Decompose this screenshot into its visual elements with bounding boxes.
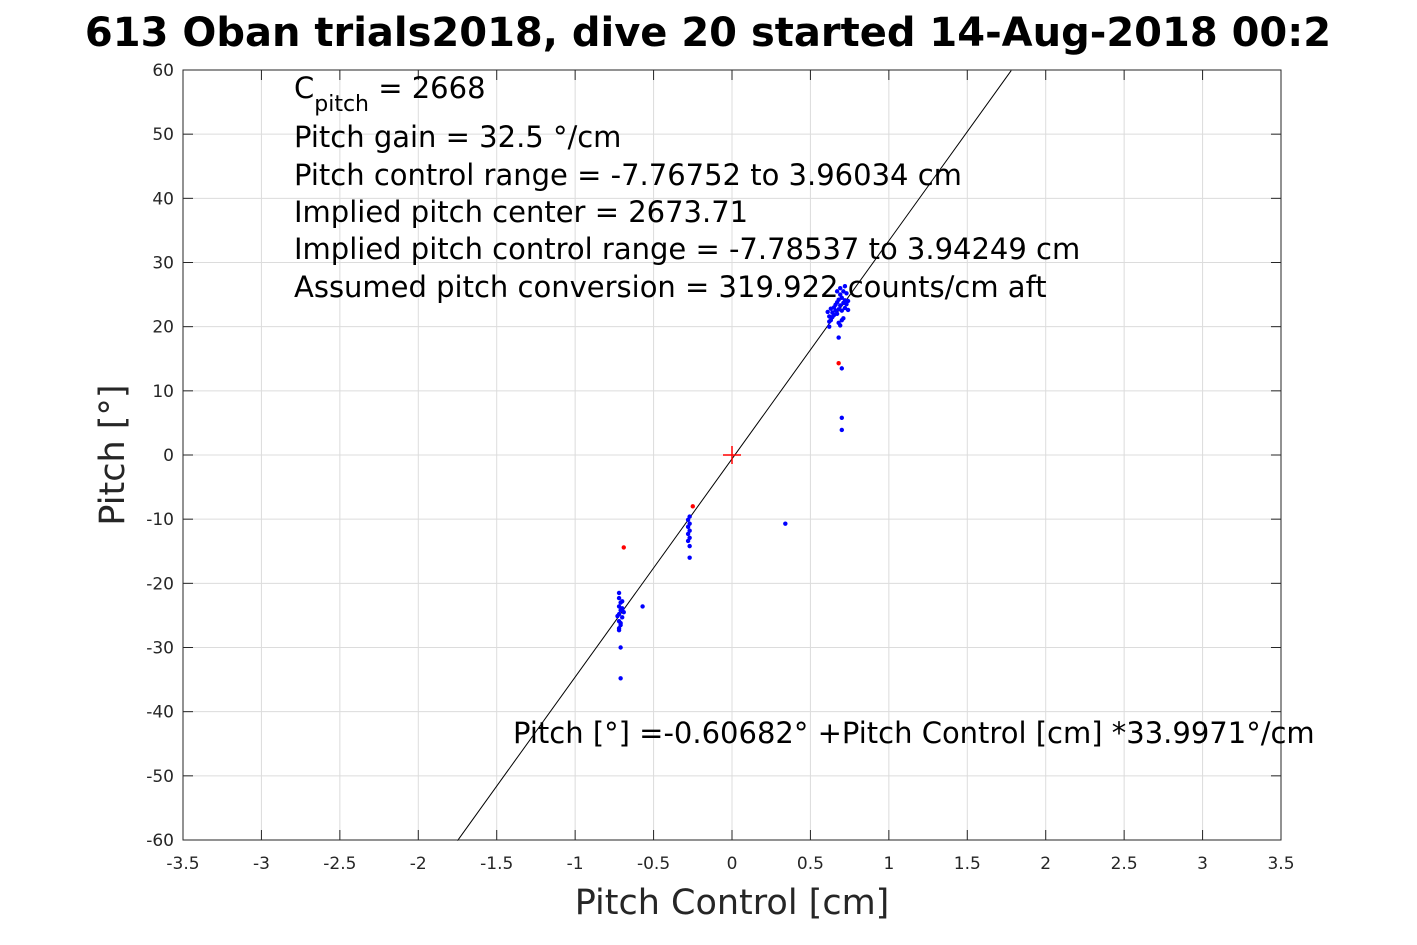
data-point	[827, 324, 832, 329]
data-point	[836, 361, 841, 366]
y-tick-labels: -60 -50 -40 -30 -20 -10 0 10 20 30 40 50 60	[146, 61, 174, 851]
annotation-control-range: Pitch control range = -7.76752 to 3.9603…	[294, 158, 962, 192]
y-tick-label: 50	[152, 125, 174, 145]
x-tick-label: -3.5	[166, 854, 199, 874]
data-point	[783, 521, 788, 526]
y-tick-label: -40	[146, 703, 174, 723]
data-point	[844, 291, 849, 296]
data-point	[685, 517, 691, 523]
center-marker-layer	[723, 446, 741, 464]
data-point	[615, 613, 620, 619]
data-point	[687, 543, 692, 549]
data-point	[685, 538, 691, 544]
x-tick-label: 3	[1197, 854, 1208, 874]
data-point	[640, 604, 645, 609]
x-tick-label: -1	[567, 854, 584, 874]
x-tick-label: 1	[883, 854, 894, 874]
annotation-pitch-gain: Pitch gain = 32.5 °/cm	[294, 120, 621, 154]
data-point	[834, 289, 840, 294]
y-tick-label: 10	[152, 382, 174, 402]
data-point	[690, 504, 695, 509]
data-point	[621, 545, 626, 550]
x-tick-label: -3	[253, 854, 270, 874]
y-tick-label: -50	[146, 767, 174, 787]
data-point	[839, 366, 844, 371]
data-point	[842, 284, 848, 289]
annotation-c-pitch-prefix: C	[294, 71, 314, 105]
data-point	[836, 335, 841, 340]
x-tick-label: -0.5	[637, 854, 670, 874]
x-tick-label: 2	[1040, 854, 1051, 874]
annotation-implied-range: Implied pitch control range = -7.78537 t…	[294, 232, 1080, 266]
x-tick-label: -1.5	[480, 854, 513, 874]
data-point	[616, 627, 622, 633]
x-tick-label: 2.5	[1111, 854, 1138, 874]
data-point	[839, 415, 844, 420]
data-point	[839, 308, 844, 313]
y-axis-label: Pitch [°]	[93, 384, 133, 525]
x-tick-label: -2	[410, 854, 427, 874]
x-tick-label: 0	[727, 854, 738, 874]
data-point	[838, 303, 843, 308]
y-tick-label: 60	[152, 61, 174, 81]
data-point	[839, 295, 844, 300]
data-point	[685, 524, 691, 530]
y-tick-label: -30	[146, 639, 174, 659]
x-tick-label: 3.5	[1267, 854, 1294, 874]
data-point	[616, 590, 622, 596]
data-point	[687, 555, 692, 560]
data-point	[616, 595, 622, 601]
data-point	[838, 323, 843, 328]
y-tick-label: -60	[146, 831, 174, 851]
annotation-conversion: Assumed pitch conversion = 319.922 count…	[294, 270, 1047, 304]
data-point	[620, 599, 625, 604]
data-point	[685, 531, 691, 537]
chart-title: 613 Oban trials2018, dive 20 started 14-…	[85, 10, 1331, 56]
annotation-c-pitch: Cpitch = 2668	[294, 71, 486, 117]
x-tick-labels: -3.5 -3 -2.5 -2 -1.5 -1 -0.5 0 0.5 1 1.5 2 2.5 3 3.5	[166, 854, 1294, 874]
data-point	[839, 427, 844, 433]
x-tick-label: 1.5	[954, 854, 981, 874]
y-tick-label: -10	[146, 510, 174, 530]
data-point	[838, 285, 843, 291]
x-tick-label: -2.5	[323, 854, 356, 874]
data-points	[615, 284, 851, 681]
data-point	[620, 615, 625, 620]
annotation-fit-equation: Pitch [°] =-0.60682° +Pitch Control [cm]…	[513, 716, 1315, 750]
x-tick-label: 0.5	[797, 854, 824, 874]
y-tick-label: -20	[146, 574, 174, 594]
y-tick-label: 40	[152, 189, 174, 209]
y-tick-label: 20	[152, 318, 174, 338]
data-point	[834, 311, 840, 317]
data-point	[845, 298, 851, 304]
data-point	[825, 309, 830, 315]
y-tick-label: 30	[152, 254, 174, 274]
data-point	[618, 645, 623, 650]
axis-ticks	[182, 69, 1282, 841]
data-point	[841, 316, 846, 321]
data-point	[618, 676, 623, 681]
data-point	[845, 307, 851, 313]
x-axis-label: Pitch Control [cm]	[575, 883, 890, 923]
y-tick-label: 0	[163, 446, 174, 466]
data-point	[618, 620, 623, 626]
annotation-c-pitch-value: = 2668	[369, 71, 486, 105]
annotation-implied-center: Implied pitch center = 2673.71	[294, 195, 748, 229]
annotation-c-pitch-subscript: pitch	[314, 92, 369, 117]
data-point	[620, 606, 625, 612]
